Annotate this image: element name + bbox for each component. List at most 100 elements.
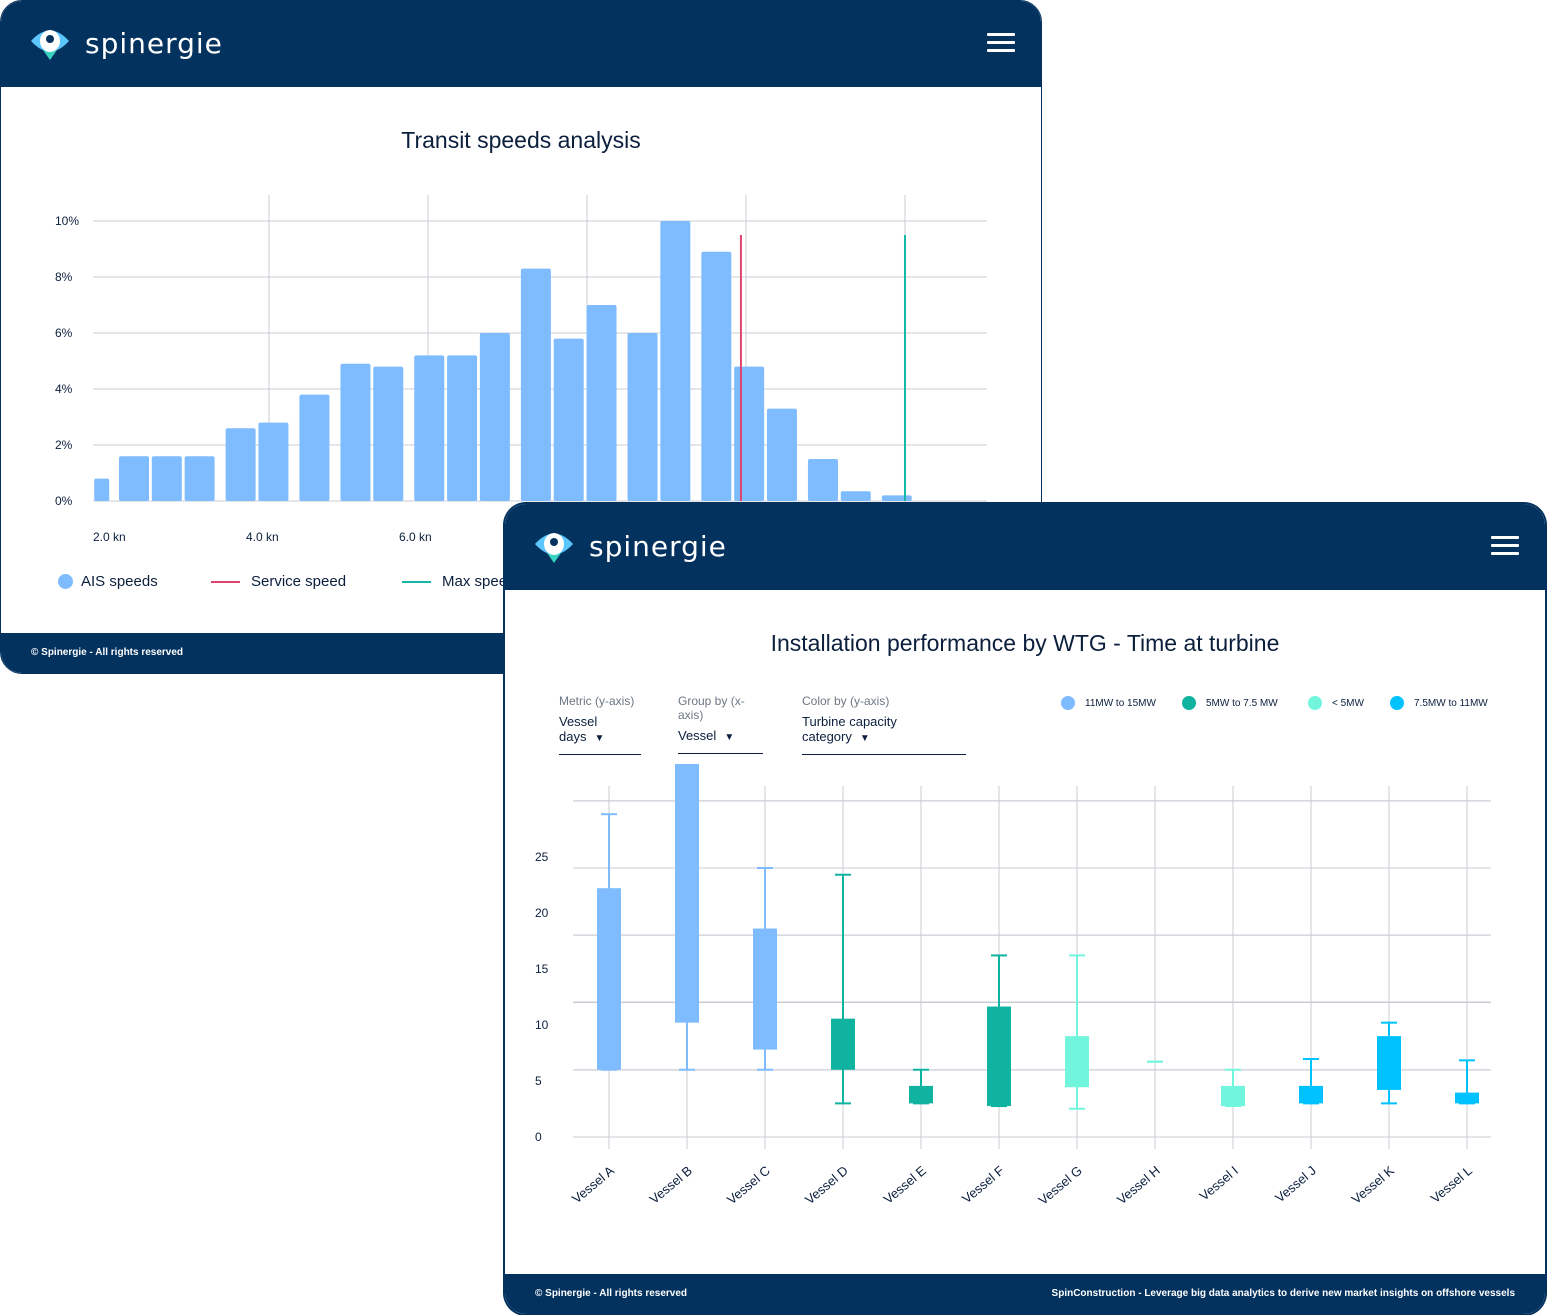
brand-name: spinergie (589, 529, 727, 563)
group-by-select[interactable]: Group by (x-axis) Vessel ▼ (678, 694, 763, 754)
legend-11-15mw[interactable]: 11MW to 15MW (1061, 696, 1156, 710)
box (753, 928, 777, 1050)
spinergie-logo[interactable]: spinergie (29, 23, 223, 63)
spinergie-logo[interactable]: spinergie (533, 526, 727, 566)
color-by-value-text: Turbine capacity category (802, 714, 897, 744)
box (1377, 1036, 1401, 1090)
y-tick-label: 0 (535, 1130, 542, 1144)
legend-label: 7.5MW to 11MW (1414, 697, 1488, 709)
color-by-value[interactable]: Turbine capacity category ▼ (802, 714, 966, 755)
y-tick-label: 10 (535, 1018, 549, 1032)
x-tick-label: Vessel K (1349, 1163, 1398, 1207)
bar (840, 491, 871, 501)
box (987, 1006, 1011, 1107)
hamburger-menu-icon[interactable] (987, 33, 1015, 53)
legend-line-icon (211, 580, 240, 583)
bar (119, 456, 150, 501)
bar (340, 363, 371, 501)
bar (373, 366, 404, 501)
legend-label: AIS speeds (81, 573, 158, 590)
bar (766, 408, 797, 501)
bar (881, 495, 912, 501)
x-tick-label: Vessel F (959, 1163, 1007, 1207)
metric-select[interactable]: Metric (y-axis) Vessel days ▼ (559, 694, 641, 755)
group-by-value-text: Vessel (678, 728, 717, 743)
legend-line-icon (402, 580, 431, 583)
x-tick-label: Vessel D (802, 1163, 851, 1207)
bar (447, 355, 478, 501)
x-tick-label: 6.0 kn (399, 530, 432, 544)
box (675, 764, 699, 1023)
bar (660, 221, 691, 501)
legend-7-5-11mw[interactable]: 7.5MW to 11MW (1390, 696, 1488, 710)
header-bar: spinergie (1, 1, 1041, 87)
dropdown-arrow-icon: ▼ (594, 733, 605, 744)
y-tick-label: 25 (535, 850, 549, 864)
bar (299, 394, 330, 501)
legend-max-speed[interactable]: Max speed (402, 573, 515, 590)
x-tick-label: Vessel G (1035, 1163, 1085, 1208)
bar (151, 456, 182, 501)
logo-pin-icon (31, 30, 69, 60)
copyright: © Spinergie - All rights reserved (535, 1288, 688, 1299)
footer: © Spinergie - All rights reserved SpinCo… (505, 1274, 1545, 1314)
footer-tagline: SpinConstruction - Leverage big data ana… (1051, 1288, 1515, 1299)
x-tick-label: Vessel E (881, 1163, 930, 1207)
bar (586, 305, 617, 501)
x-tick-label: Vessel J (1272, 1163, 1319, 1206)
color-by-caption: Color by (y-axis) (802, 694, 890, 708)
legend-dot-icon (1308, 696, 1322, 710)
box (1065, 1036, 1089, 1088)
x-tick-label: Vessel B (647, 1163, 695, 1207)
color-by-select[interactable]: Color by (y-axis) Turbine capacity categ… (802, 694, 966, 755)
bar (807, 459, 838, 501)
legend-label: Max speed (442, 573, 516, 590)
legend-ais-speeds[interactable]: AIS speeds (58, 573, 158, 590)
bar (520, 268, 551, 501)
group-by-caption: Group by (x-axis) (678, 694, 745, 722)
logo-pin-icon (535, 533, 573, 563)
brand-name: spinergie (85, 26, 223, 60)
installation-performance-card: spinergie Installation performance by WT… (504, 503, 1546, 1315)
metric-caption: Metric (y-axis) (559, 694, 635, 708)
metric-value-text: Vessel days (559, 714, 598, 744)
x-tick-label: Vessel I (1196, 1163, 1241, 1204)
bar (627, 333, 658, 501)
legend-under-5mw[interactable]: < 5MW (1308, 696, 1364, 710)
bar (734, 366, 765, 501)
dropdown-arrow-icon: ▼ (724, 732, 735, 743)
box (1299, 1085, 1323, 1104)
bar (479, 333, 510, 501)
x-tick-label: Vessel C (724, 1163, 773, 1207)
bar (258, 422, 289, 501)
y-tick-label: 20 (535, 906, 549, 920)
x-tick-label: 4.0 kn (246, 530, 279, 544)
bar (701, 251, 732, 501)
bar (553, 338, 584, 501)
y-tick-label: 8% (55, 270, 73, 284)
bar (184, 456, 215, 501)
x-tick-label: 2.0 kn (93, 530, 126, 544)
y-tick-label: 2% (55, 438, 73, 452)
x-tick-label: Vessel H (1114, 1163, 1163, 1207)
legend-dot-icon (58, 574, 73, 589)
x-tick-label: Vessel A (569, 1163, 617, 1207)
legend-service-speed[interactable]: Service speed (211, 573, 346, 590)
chart-title: Installation performance by WTG - Time a… (770, 630, 1280, 656)
box (1455, 1092, 1479, 1104)
legend-label: 5MW to 7.5 MW (1206, 697, 1278, 709)
metric-value[interactable]: Vessel days ▼ (559, 714, 641, 755)
box (909, 1085, 933, 1104)
header-bar: spinergie (505, 504, 1545, 590)
legend-label: 11MW to 15MW (1085, 697, 1156, 709)
hamburger-menu-icon[interactable] (1491, 536, 1519, 556)
copyright: © Spinergie - All rights reserved (31, 647, 184, 658)
bar (94, 478, 110, 501)
legend-label: < 5MW (1332, 697, 1364, 709)
installation-performance-chart: 0 5 10 15 20 25 Vessel A Vessel B Vessel C Vessel… (535, 764, 1491, 1208)
legend-5-7-5mw[interactable]: 5MW to 7.5 MW (1182, 696, 1278, 710)
y-tick-label: 6% (55, 326, 73, 340)
y-tick-label: 4% (55, 382, 73, 396)
group-by-value[interactable]: Vessel ▼ (678, 728, 763, 754)
transit-speeds-chart: 0% 2% 4% 6% 8% 10% 2.0 kn 4.0 kn 6.0 kn (55, 195, 987, 544)
